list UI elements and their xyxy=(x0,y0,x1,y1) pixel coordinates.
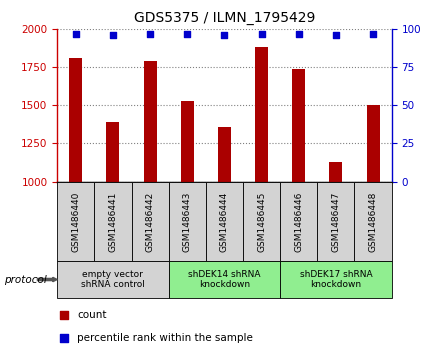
Bar xyxy=(243,182,280,261)
Text: percentile rank within the sample: percentile rank within the sample xyxy=(77,333,253,343)
Point xyxy=(258,31,265,37)
Bar xyxy=(181,101,194,182)
Bar xyxy=(330,162,342,182)
Bar xyxy=(132,182,169,261)
Text: GSM1486448: GSM1486448 xyxy=(369,191,378,252)
Text: GSM1486443: GSM1486443 xyxy=(183,191,192,252)
Bar xyxy=(57,182,94,261)
Text: empty vector
shRNA control: empty vector shRNA control xyxy=(81,270,145,289)
Bar xyxy=(169,261,280,298)
Text: GSM1486444: GSM1486444 xyxy=(220,191,229,252)
Text: GSM1486446: GSM1486446 xyxy=(294,191,303,252)
Text: protocol: protocol xyxy=(4,274,47,285)
Bar xyxy=(218,127,231,182)
Point xyxy=(147,31,154,37)
Text: shDEK14 shRNA
knockdown: shDEK14 shRNA knockdown xyxy=(188,270,260,289)
Bar xyxy=(317,182,355,261)
Bar xyxy=(106,122,119,182)
Text: shDEK17 shRNA
knockdown: shDEK17 shRNA knockdown xyxy=(300,270,372,289)
Bar xyxy=(206,182,243,261)
Bar xyxy=(143,61,157,182)
Bar xyxy=(169,182,206,261)
Title: GDS5375 / ILMN_1795429: GDS5375 / ILMN_1795429 xyxy=(134,11,315,25)
Point xyxy=(60,311,67,317)
Point xyxy=(332,32,339,38)
Bar xyxy=(255,47,268,182)
Bar xyxy=(367,105,380,182)
Bar xyxy=(280,182,317,261)
Point xyxy=(72,31,79,37)
Point xyxy=(60,335,67,341)
Point xyxy=(295,31,302,37)
Text: GSM1486447: GSM1486447 xyxy=(331,191,341,252)
Text: GSM1486445: GSM1486445 xyxy=(257,191,266,252)
Bar xyxy=(69,58,82,182)
Point xyxy=(110,32,117,38)
Bar xyxy=(280,261,392,298)
Bar xyxy=(57,261,169,298)
Bar xyxy=(94,182,132,261)
Point xyxy=(370,31,377,37)
Text: GSM1486441: GSM1486441 xyxy=(108,191,117,252)
Text: count: count xyxy=(77,310,107,319)
Text: GSM1486442: GSM1486442 xyxy=(146,191,154,252)
Point xyxy=(221,32,228,38)
Bar xyxy=(355,182,392,261)
Point xyxy=(184,31,191,37)
Bar xyxy=(292,69,305,182)
Text: GSM1486440: GSM1486440 xyxy=(71,191,80,252)
